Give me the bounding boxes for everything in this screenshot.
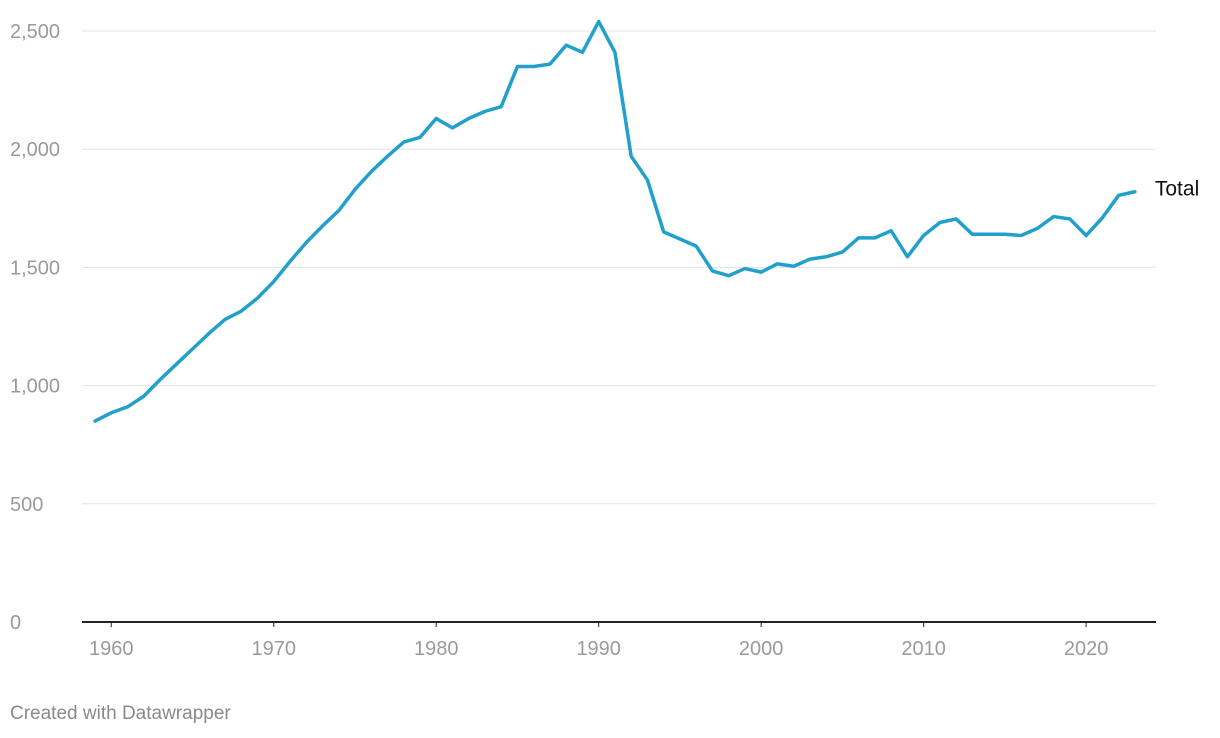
gridlines (82, 30, 1156, 623)
x-axis-ticks: 1960 1970 1980 1990 2000 2010 2020 (89, 622, 1108, 660)
y-axis-ticks: 0 500 1,000 1,500 2,000 2,500 (10, 21, 60, 634)
y-tick-label: 0 (10, 612, 21, 634)
datawrapper-credit: Created with Datawrapper (10, 703, 231, 724)
y-tick-label: 500 (10, 494, 43, 516)
y-tick-label: 1,500 (10, 257, 60, 279)
y-tick-label: 2,500 (10, 21, 60, 43)
x-tick-label: 2010 (901, 638, 946, 660)
x-tick-label: 1990 (576, 638, 621, 660)
x-tick-label: 2000 (739, 638, 784, 660)
y-tick-label: 1,000 (10, 376, 60, 398)
y-tick-label: 2,000 (10, 139, 60, 161)
series-label-total: Total (1155, 177, 1199, 200)
series-line-total (93, 19, 1137, 423)
x-tick-label: 1970 (251, 638, 296, 660)
x-tick-label: 2020 (1064, 638, 1109, 660)
x-tick-label: 1980 (414, 638, 459, 660)
x-tick-label: 1960 (89, 638, 134, 660)
series-labels: Total (1155, 177, 1199, 200)
series-layer (93, 19, 1137, 423)
